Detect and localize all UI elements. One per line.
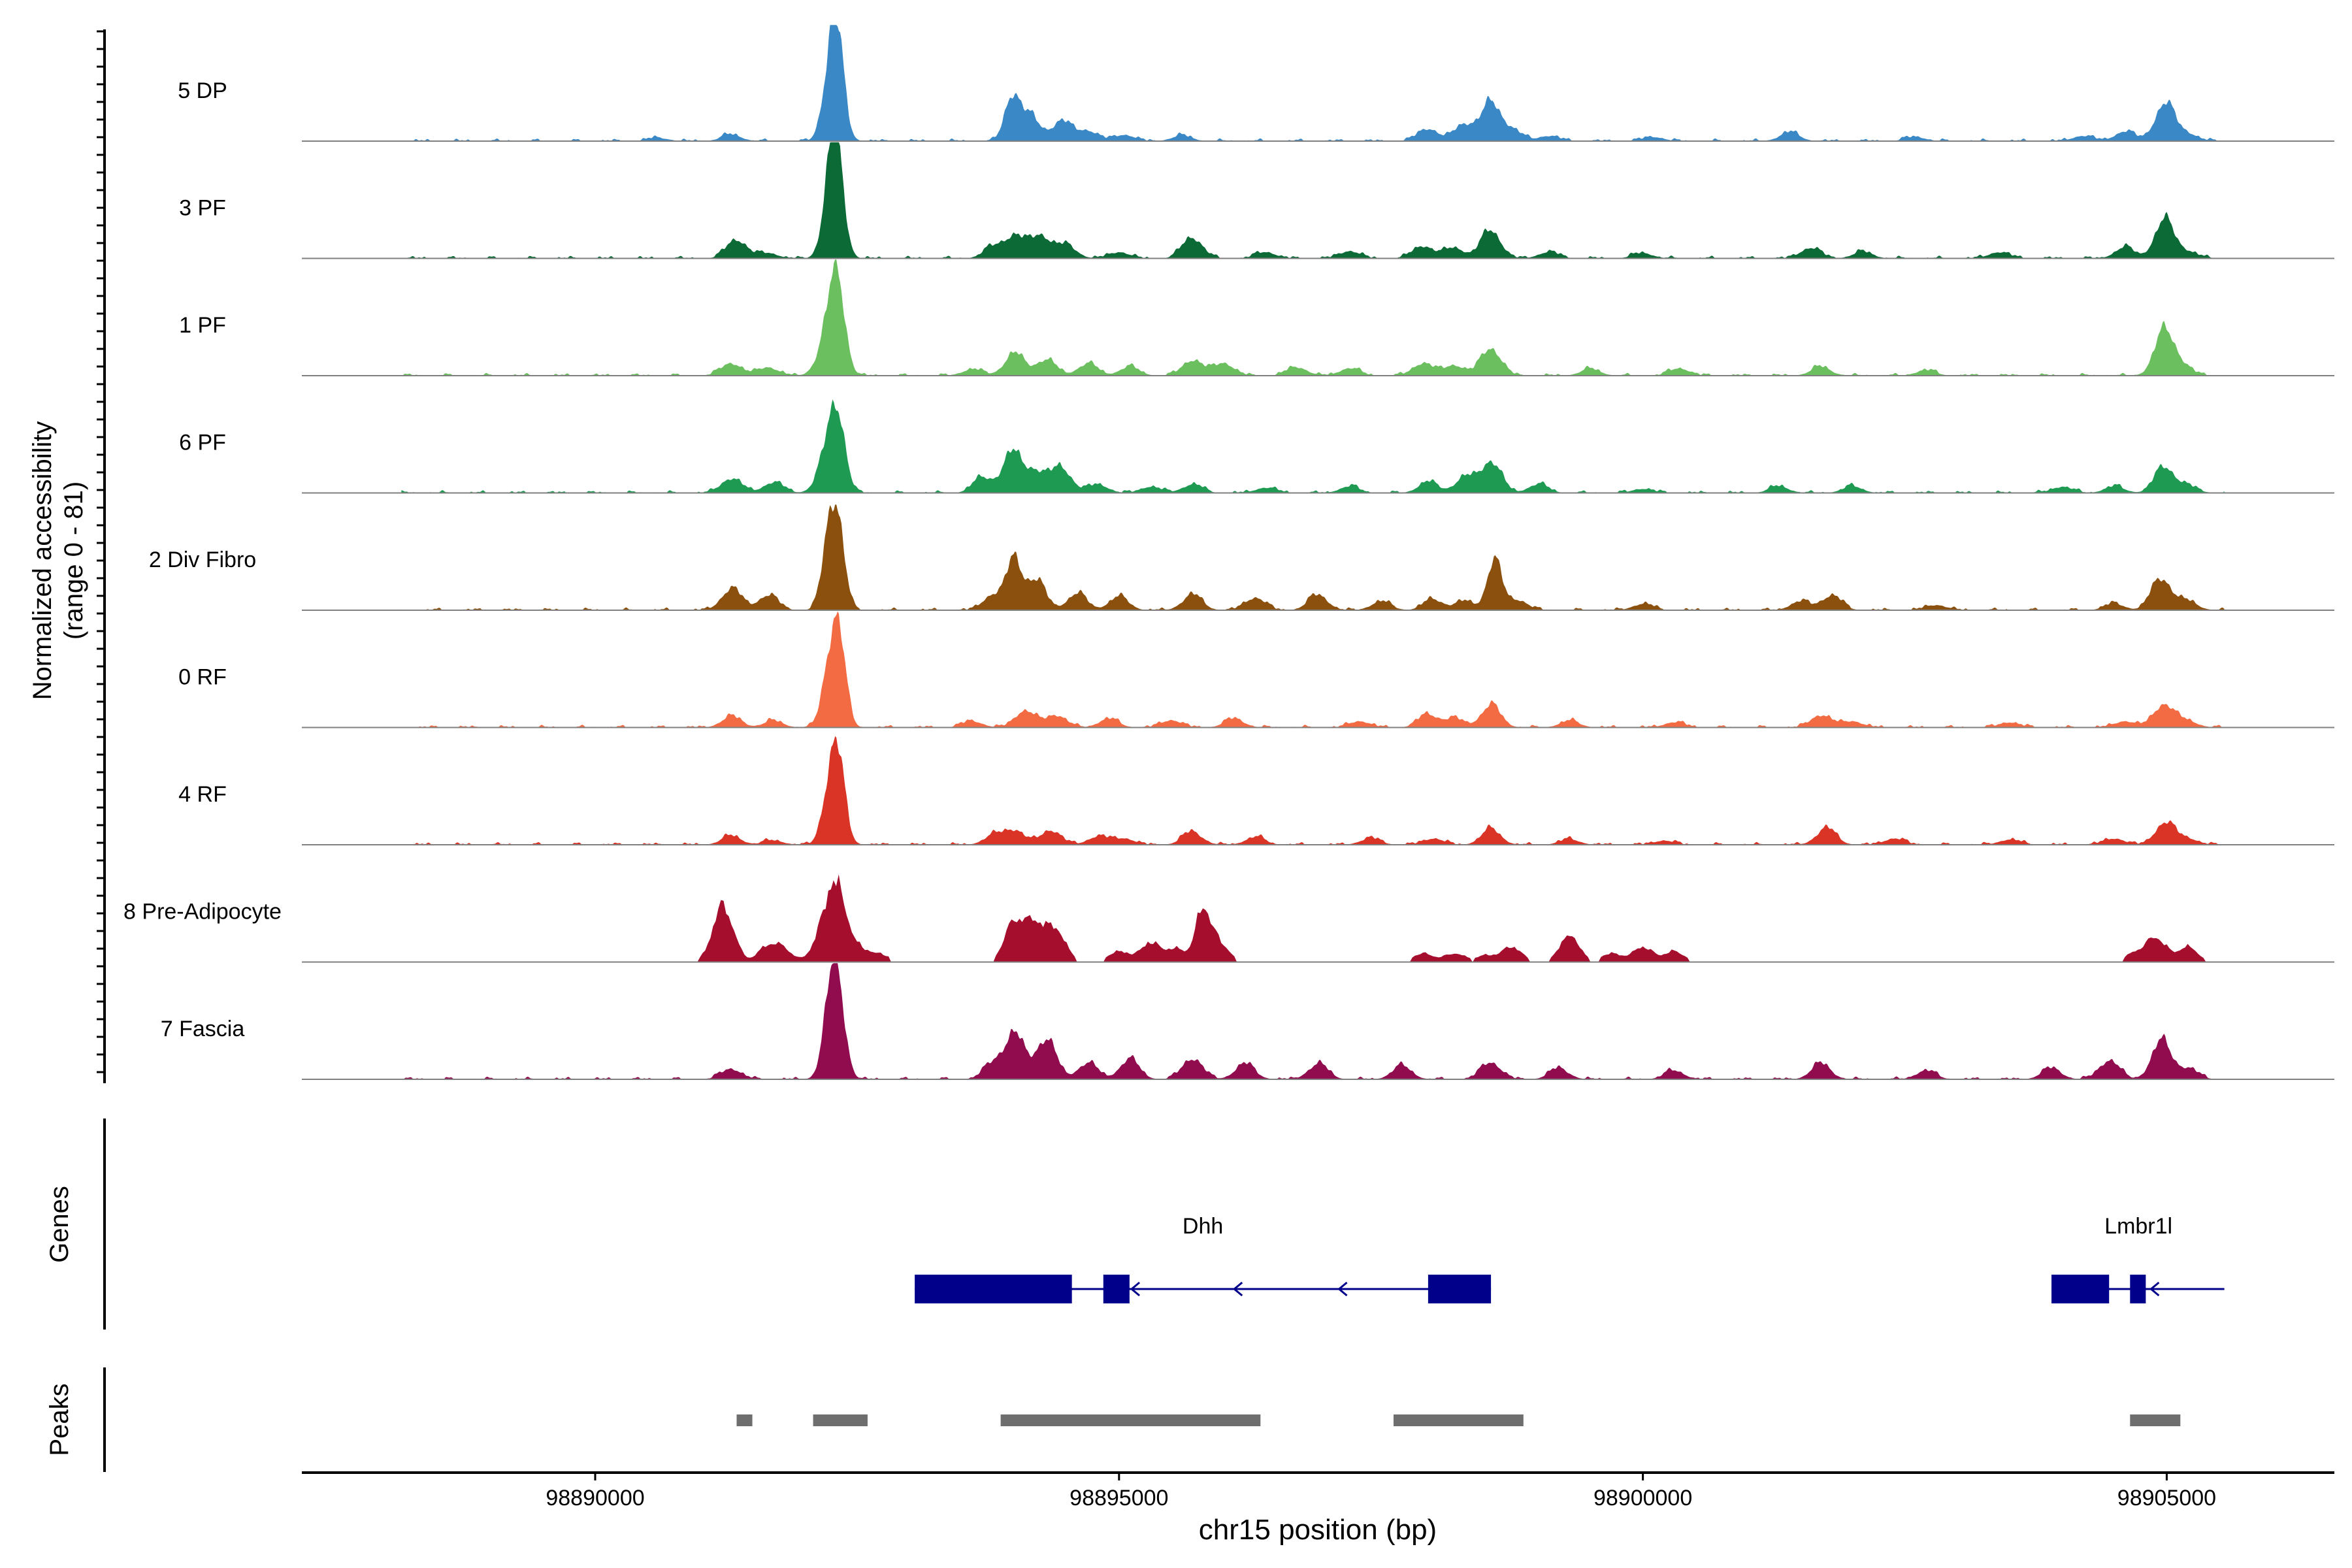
- peak-region: [1393, 1414, 1524, 1426]
- track-label: 8 Pre-Adipocyte: [123, 900, 282, 924]
- track-5-dp: 5 DP: [178, 25, 2334, 142]
- tracks-y-axis-ticks: [97, 30, 105, 1073]
- track-label: 4 RF: [178, 782, 227, 807]
- gene-exon: [2051, 1275, 2110, 1303]
- strand-arrow-icon: [1130, 1281, 1141, 1297]
- track-1-pf: 1 PF: [179, 259, 2334, 376]
- tracks-ylabel-line2: (range 0 - 81): [59, 482, 88, 640]
- gene-annotations: Dhh Lmbr1l: [915, 1214, 2225, 1303]
- track-label: 0 RF: [178, 665, 227, 690]
- gene-lmbr1l: Lmbr1l: [2051, 1214, 2225, 1303]
- strand-arrow-icon: [1232, 1281, 1243, 1297]
- peak-region: [2130, 1414, 2181, 1426]
- gene-exon: [915, 1275, 1072, 1303]
- strand-arrow-icon: [1337, 1281, 1348, 1297]
- x-tick-label: 98890000: [546, 1486, 644, 1511]
- track-label: 6 PF: [179, 431, 226, 455]
- peak-regions: [736, 1414, 2181, 1426]
- gene-exon: [1428, 1275, 1492, 1303]
- track-8-pre-adipocyte: 8 Pre-Adipocyte: [123, 874, 2334, 963]
- track-label: 1 PF: [179, 313, 226, 338]
- x-axis-ticks: 98890000 98895000 98900000 98905000: [546, 1473, 2216, 1511]
- track-label: 7 Fascia: [161, 1017, 245, 1041]
- gene-label: Dhh: [1183, 1214, 1223, 1239]
- x-axis-label: chr15 position (bp): [1199, 1514, 1437, 1546]
- x-tick-label: 98905000: [2117, 1486, 2216, 1511]
- gene-dhh: Dhh: [915, 1214, 1492, 1303]
- track-label: 2 Div Fibro: [149, 547, 256, 572]
- peak-region: [736, 1414, 753, 1426]
- x-tick-label: 98900000: [1593, 1486, 1692, 1511]
- track-3-pf: 3 PF: [179, 142, 2334, 259]
- peaks-label: Peaks: [45, 1383, 74, 1456]
- peak-region: [813, 1414, 868, 1426]
- track-2-div-fibro: 2 Div Fibro: [149, 504, 2334, 611]
- gene-exon: [1103, 1275, 1130, 1303]
- genes-label: Genes: [45, 1186, 74, 1263]
- x-tick-label: 98895000: [1070, 1486, 1168, 1511]
- track-label: 5 DP: [178, 78, 227, 103]
- track-label: 3 PF: [179, 196, 226, 221]
- track-4-rf: 4 RF: [178, 736, 2334, 845]
- tracks-ylabel-line1: Normalized accessibility: [28, 421, 57, 700]
- gene-label: Lmbr1l: [2104, 1214, 2172, 1239]
- coverage-tracks: 5 DP 3 PF 1 PF 6 PF 2 Div Fibro 0 RF 4 RF 8 Pre…: [123, 25, 2334, 1080]
- strand-arrow-icon: [2149, 1281, 2160, 1297]
- track-7-fascia: 7 Fascia: [161, 963, 2334, 1080]
- track-0-rf: 0 RF: [178, 611, 2334, 728]
- peak-region: [1000, 1414, 1261, 1426]
- track-6-pf: 6 PF: [179, 399, 2334, 494]
- gene-exon: [2130, 1275, 2146, 1303]
